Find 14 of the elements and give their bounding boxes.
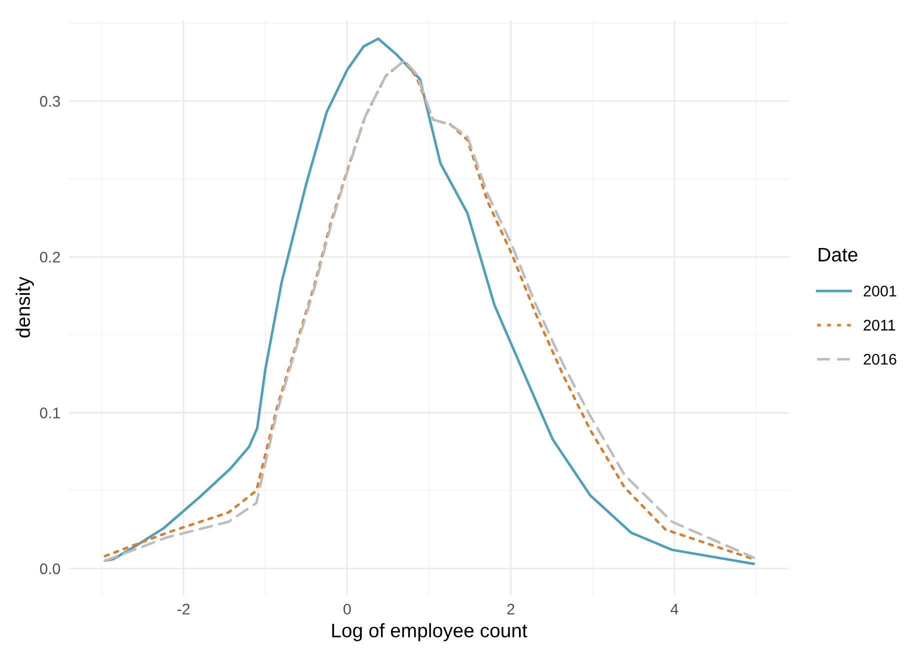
y-axis-title: density xyxy=(16,276,34,338)
legend-label: 2011 xyxy=(864,320,896,331)
x-axis-title: Log of employee count xyxy=(332,623,528,642)
y-tick-label: 0.2 xyxy=(40,252,60,263)
legend-label: 2001 xyxy=(864,286,896,296)
legend-label: 2016 xyxy=(864,354,896,365)
x-tick-label: -2 xyxy=(177,604,190,614)
x-tick-label: 0 xyxy=(344,604,351,615)
y-tick-label: 0.1 xyxy=(40,408,60,418)
legend-title: Date xyxy=(818,248,858,262)
x-tick-label: 4 xyxy=(670,604,678,614)
y-tick-label: 0.3 xyxy=(40,96,60,107)
x-tick-label: 2 xyxy=(507,604,514,614)
y-tick-label: 0.0 xyxy=(40,563,60,574)
